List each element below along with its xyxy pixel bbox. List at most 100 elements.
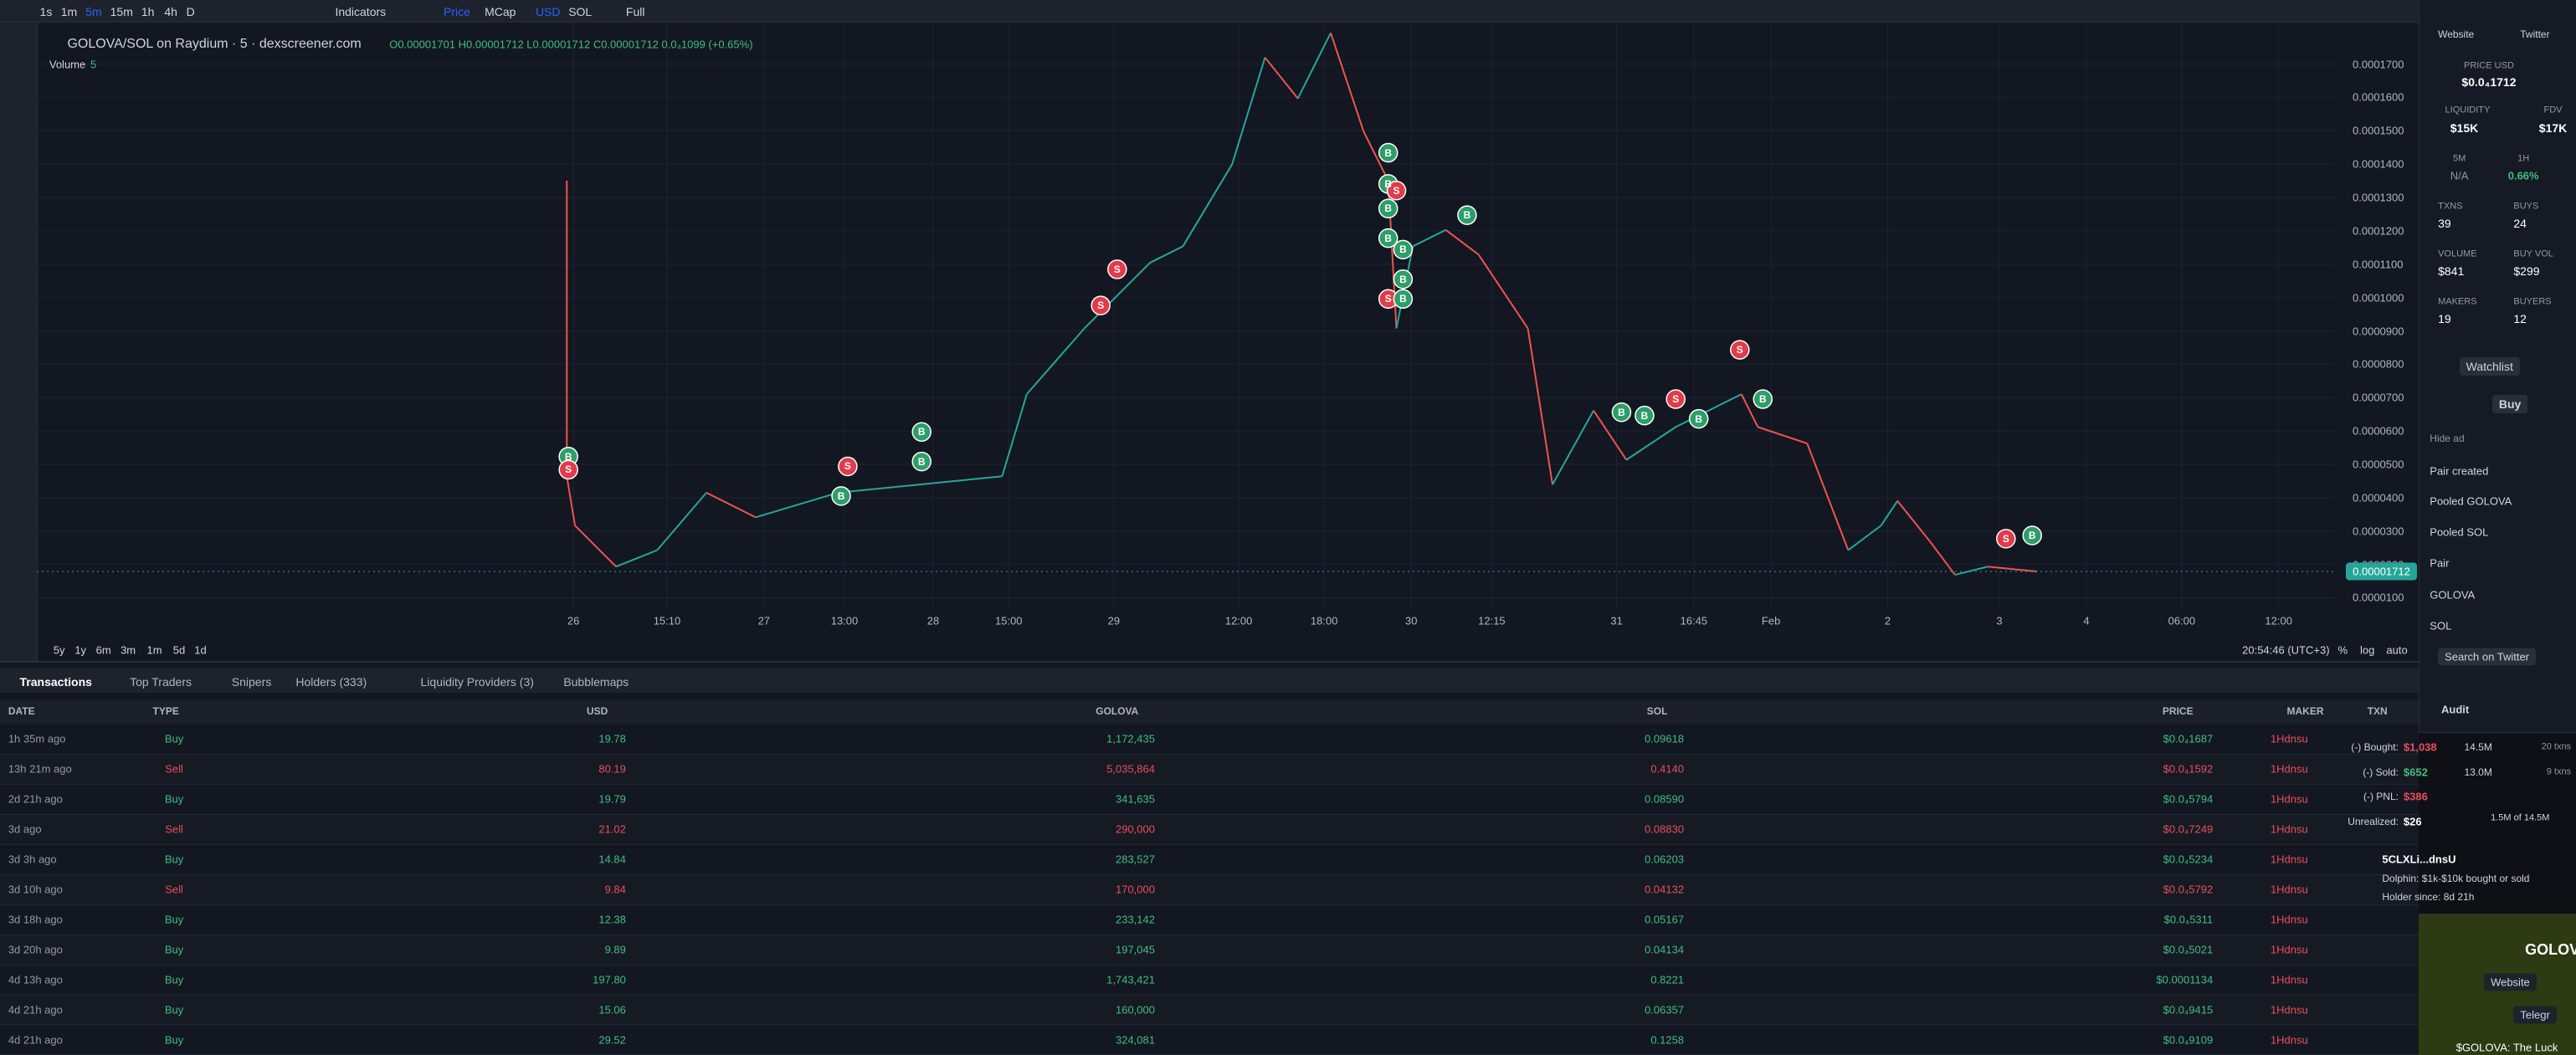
cell-sol: 0.09618 — [1645, 732, 1685, 745]
price-axis-label: 0.0000700 — [2353, 391, 2404, 404]
trade-marker — [1393, 269, 1414, 289]
website-link[interactable]: Website — [2438, 28, 2475, 41]
cell-price: $0.0₄5021 — [2163, 943, 2214, 956]
cell-golova: 160,000 — [1115, 1003, 1155, 1017]
range-button[interactable]: 3m — [121, 643, 136, 657]
timeframe-button[interactable]: 15m — [110, 4, 133, 18]
audit-section[interactable]: Audit — [2441, 703, 2470, 716]
timeframe-button[interactable]: 1m — [60, 4, 78, 18]
tab[interactable]: Transactions — [19, 674, 92, 689]
price-segment — [1330, 32, 1365, 132]
percent-toggle[interactable]: % — [2337, 643, 2348, 657]
cell-type: Buy — [164, 913, 184, 926]
price-segment — [656, 492, 707, 551]
range-button[interactable]: 1d — [194, 643, 207, 657]
price-toggle[interactable]: Price — [444, 4, 470, 18]
cell-sol: 0.08590 — [1645, 792, 1685, 806]
tab[interactable]: Top Traders — [130, 674, 192, 689]
trade-marker — [911, 451, 931, 472]
range-button[interactable]: 1m — [146, 643, 162, 657]
trade-marker — [1378, 228, 1398, 248]
watchlist-button[interactable]: Watchlist — [2459, 356, 2520, 376]
ad-telegram[interactable]: Telegr — [2513, 1006, 2557, 1024]
trade-marker — [1996, 529, 2016, 549]
price-segment — [1149, 245, 1183, 264]
timeframe-button[interactable]: 1h — [141, 4, 155, 18]
range-button[interactable]: 6m — [95, 643, 111, 657]
range-button[interactable]: 5y — [53, 643, 65, 657]
indicators-button[interactable]: Indicators — [335, 4, 387, 18]
table-row[interactable] — [0, 935, 2419, 965]
price-segment — [1929, 541, 1956, 576]
ad-website[interactable]: Website — [2484, 973, 2537, 991]
tab[interactable]: Holders (333) — [295, 674, 367, 689]
time-axis-label: 16:45 — [1680, 614, 1708, 627]
twitter-link[interactable]: Twitter — [2520, 28, 2550, 41]
cell-type: Buy — [164, 1003, 184, 1017]
table-header — [0, 699, 2419, 725]
trade-marker-label: B — [1758, 393, 1767, 405]
tab[interactable]: Snipers — [231, 674, 272, 689]
auto-toggle[interactable]: auto — [2386, 643, 2408, 657]
trade-marker-label: B — [1399, 243, 1407, 256]
range-button[interactable]: 5d — [172, 643, 186, 657]
tooltip-label: (-) Sold: — [2363, 766, 2399, 778]
full-button[interactable]: Full — [625, 4, 645, 18]
table-row[interactable] — [0, 724, 2419, 755]
cell-usd: 19.78 — [598, 732, 626, 745]
price-axis-label: 0.0001000 — [2353, 291, 2404, 305]
tab[interactable]: Bubblemaps — [563, 674, 629, 689]
cell-usd: 15.06 — [598, 1003, 626, 1017]
timeframe-button[interactable]: 4h — [164, 4, 177, 18]
trade-marker — [1634, 405, 1655, 426]
cell-maker: 1Hdnsu — [2270, 792, 2308, 806]
cell-usd: 12.38 — [598, 913, 626, 926]
cell-date: 3d 3h ago — [8, 853, 57, 866]
buy-button[interactable]: Buy — [2491, 394, 2528, 413]
table-row[interactable] — [0, 1025, 2419, 1055]
cell-maker: 1Hdnsu — [2270, 883, 2308, 896]
sol-toggle[interactable]: SOL — [568, 4, 593, 18]
stat-label: 1H — [2517, 153, 2530, 164]
time-axis-label: 29 — [1107, 614, 1121, 627]
cell-maker: 1Hdnsu — [2270, 943, 2308, 956]
table-row[interactable] — [0, 844, 2419, 875]
search-twitter-button[interactable]: Search on Twitter — [2438, 648, 2537, 666]
table-row[interactable] — [0, 965, 2419, 996]
column-header: TYPE — [152, 704, 179, 717]
mcap-toggle[interactable]: MCap — [485, 4, 516, 18]
log-toggle[interactable]: log — [2360, 643, 2375, 657]
info-row-label: GOLOVA — [2430, 588, 2476, 602]
cell-price: $0.0001134 — [2156, 973, 2214, 986]
cell-golova: 290,000 — [1115, 822, 1155, 836]
stat-label: FDV — [2543, 105, 2563, 115]
tooltip-value: $26 — [2403, 815, 2422, 827]
time-axis-label: Feb — [1761, 614, 1781, 627]
range-button[interactable]: 1y — [74, 643, 87, 657]
table-row[interactable] — [0, 904, 2419, 935]
time-axis-label: 30 — [1404, 614, 1418, 627]
table-row[interactable] — [0, 874, 2419, 905]
cell-sol: 0.05167 — [1645, 913, 1685, 926]
table-row[interactable] — [0, 754, 2419, 785]
column-header: SOL — [1646, 704, 1668, 717]
info-row-label: Pooled GOLOVA — [2430, 494, 2512, 508]
table-row[interactable] — [0, 784, 2419, 815]
cell-golova: 324,081 — [1115, 1033, 1155, 1047]
tab[interactable]: Liquidity Providers (3) — [420, 674, 534, 689]
table-row[interactable] — [0, 814, 2419, 845]
trade-marker-label: B — [917, 426, 926, 438]
tooltip-holding: 1.5M of 14.5M — [2491, 812, 2550, 823]
timeframe-button[interactable]: D — [186, 4, 195, 18]
time-axis-label: 13:00 — [830, 614, 859, 627]
timeframe-button[interactable]: 5m — [85, 4, 102, 18]
stat-value: 24 — [2513, 216, 2527, 230]
drawing-tools — [0, 23, 38, 661]
tooltip-label: Unrealized: — [2348, 815, 2399, 827]
table-row[interactable] — [0, 995, 2419, 1026]
usd-toggle[interactable]: USD — [535, 4, 561, 18]
price-axis-label: 0.0000100 — [2353, 591, 2404, 604]
hide-ad[interactable]: Hide ad — [2430, 433, 2465, 445]
price-axis-label: 0.0001300 — [2353, 191, 2404, 204]
timeframe-button[interactable]: 1s — [39, 4, 53, 18]
